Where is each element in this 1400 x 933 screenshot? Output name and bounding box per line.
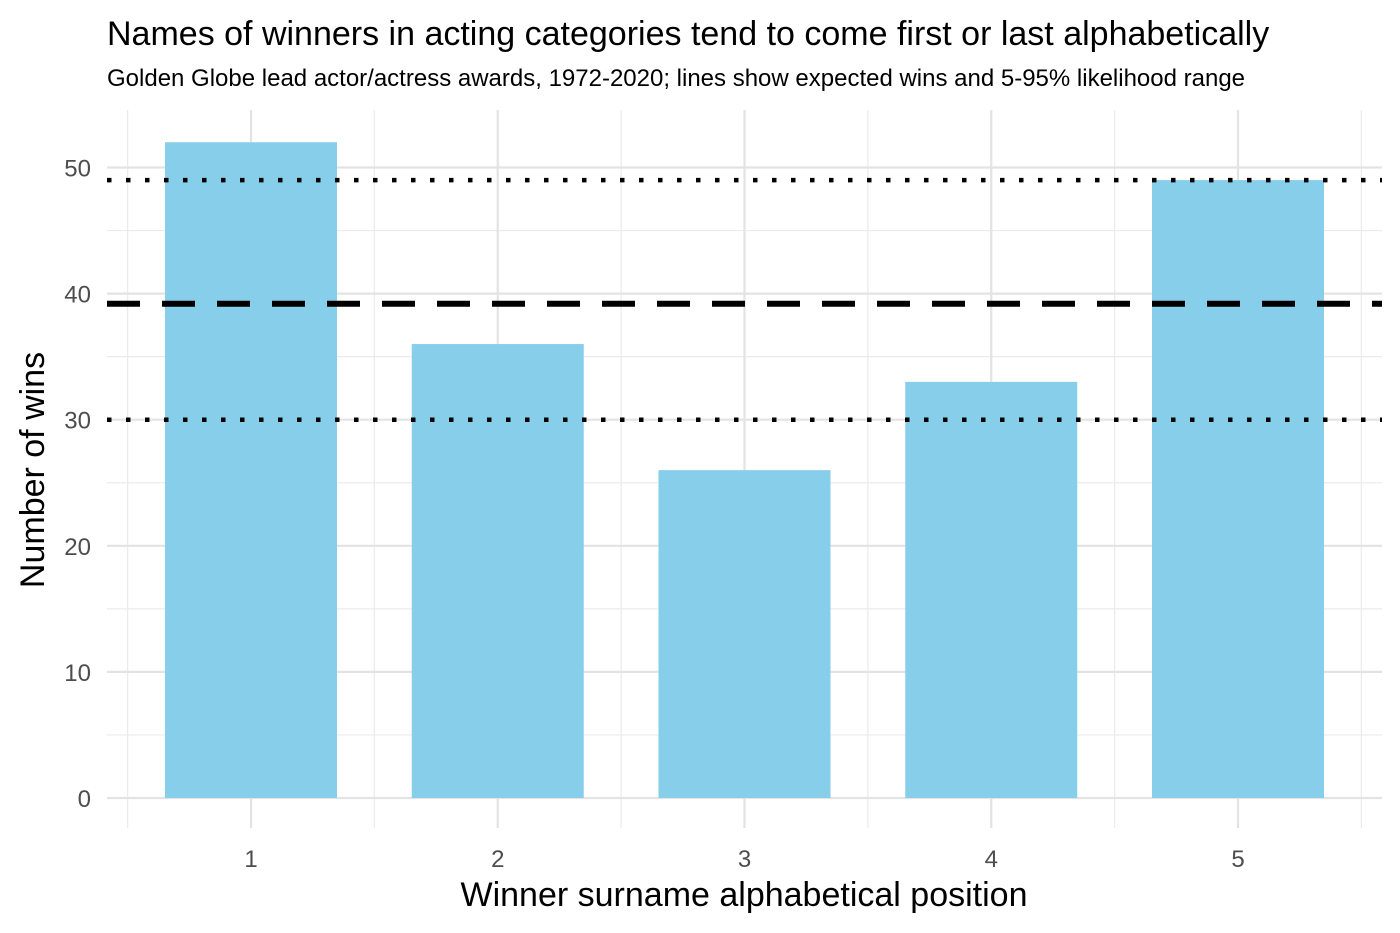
y-axis-title: Number of wins bbox=[14, 352, 52, 588]
y-tick-label: 30 bbox=[64, 408, 91, 435]
y-tick-label: 40 bbox=[64, 282, 91, 309]
y-tick-label: 50 bbox=[64, 156, 91, 183]
bar-4 bbox=[905, 381, 1078, 798]
bar-1 bbox=[165, 142, 337, 798]
y-axis-tick-labels: 0 10 20 30 40 50 bbox=[64, 156, 91, 814]
x-tick-label: 4 bbox=[985, 846, 998, 873]
y-tick-label: 0 bbox=[78, 786, 91, 813]
chart-title: Names of winners in acting categories te… bbox=[107, 15, 1269, 53]
reference-lines bbox=[107, 177, 1382, 422]
bar-5 bbox=[1152, 180, 1324, 799]
bars bbox=[165, 142, 1324, 799]
chart-subtitle: Golden Globe lead actor/actress awards, … bbox=[107, 65, 1245, 92]
x-tick-label: 1 bbox=[244, 846, 257, 873]
bar-3 bbox=[658, 470, 831, 798]
bar-2 bbox=[411, 344, 584, 798]
x-tick-label: 3 bbox=[738, 846, 751, 873]
x-axis-tick-labels: 1 2 3 4 5 bbox=[244, 846, 1244, 873]
y-tick-label: 20 bbox=[64, 534, 91, 561]
x-tick-label: 5 bbox=[1231, 846, 1244, 873]
x-axis-title: Winner surname alphabetical position bbox=[461, 876, 1028, 914]
y-tick-label: 10 bbox=[64, 660, 91, 687]
x-tick-label: 2 bbox=[491, 846, 504, 873]
